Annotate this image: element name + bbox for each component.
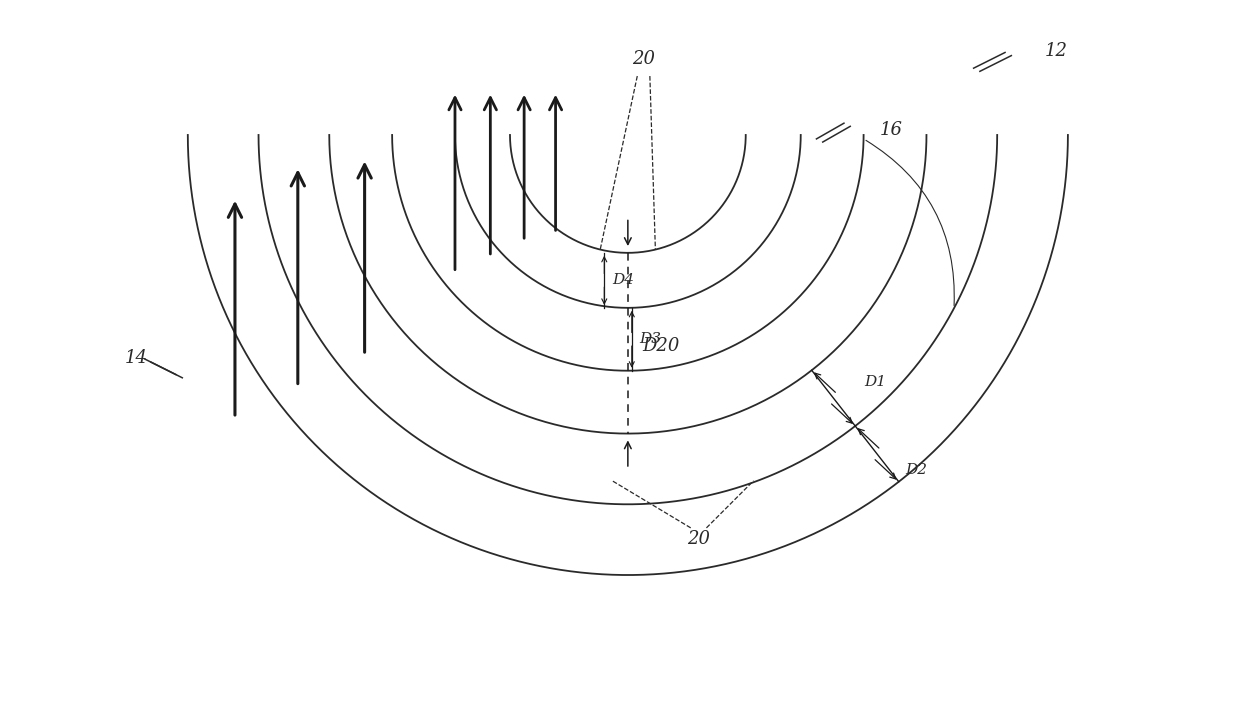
Text: 20: 20 [687,530,711,547]
Text: D1: D1 [864,376,887,389]
Text: D2: D2 [905,462,928,476]
Text: 20: 20 [632,50,655,68]
Text: D4: D4 [613,273,634,288]
Text: 16: 16 [879,121,903,139]
Text: 14: 14 [125,349,148,367]
Text: D20: D20 [642,337,680,355]
Text: D3: D3 [640,332,662,346]
Text: 12: 12 [1044,43,1068,60]
